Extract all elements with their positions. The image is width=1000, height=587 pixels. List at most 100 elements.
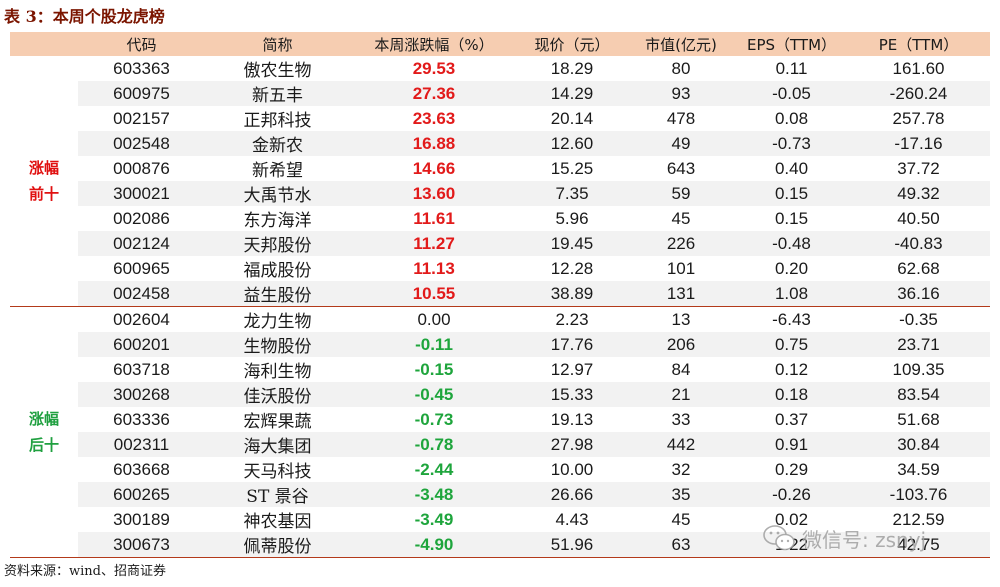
header-mktcap: 市值(亿元) — [626, 32, 736, 56]
eps-cell: 0.18 — [736, 382, 847, 407]
price-cell: 2.23 — [518, 306, 626, 332]
source-note: 资料来源：wind、招商证券 — [4, 564, 166, 579]
table-row: 300268 佳沃股份 -0.45 15.33 21 0.18 83.54 — [10, 382, 990, 407]
mktcap-cell: 643 — [666, 158, 696, 178]
code-cell: 002124 — [78, 231, 205, 256]
name-cell: 天邦股份 — [205, 231, 350, 256]
eps-cell: 0.02 — [774, 509, 809, 529]
code-cell: 002458 — [78, 281, 205, 307]
change-cell: 11.61 — [413, 208, 455, 228]
code-cell: 300268 — [78, 382, 205, 407]
table-row: 002086 东方海洋 11.61 5.96 45 0.15 40.50 — [10, 206, 990, 232]
pe-cell: 36.16 — [847, 281, 990, 307]
change-cell: -3.48 — [350, 482, 518, 507]
change-cell: -0.15 — [414, 359, 454, 379]
table-row: 300021 大禹节水 13.60 7.35 59 0.15 49.32 — [10, 181, 990, 206]
watermark-text: 微信号: zsnyj — [802, 527, 927, 552]
price-cell: 7.35 — [518, 181, 626, 206]
pe-cell: 161.60 — [892, 58, 945, 78]
eps-cell: 0.40 — [774, 158, 809, 178]
table-row: 603668 天马科技 -2.44 10.00 32 0.29 34.59 — [10, 457, 990, 483]
table-row: 002124 天邦股份 11.27 19.45 226 -0.48 -40.83 — [10, 231, 990, 256]
name-cell: 正邦科技 — [243, 111, 312, 131]
mktcap-cell: 80 — [671, 58, 691, 78]
code-cell: 600201 — [78, 332, 205, 357]
change-cell: -2.44 — [414, 459, 454, 479]
price-cell: 18.29 — [550, 58, 594, 78]
pe-cell: 257.78 — [892, 108, 945, 128]
table-row: 002311 海大集团 -0.78 27.98 442 0.91 30.84 — [10, 432, 990, 457]
header-name: 简称 — [205, 32, 350, 56]
wechat-icon — [763, 525, 795, 551]
code-cell: 600965 — [113, 258, 170, 278]
price-cell: 14.29 — [518, 81, 626, 106]
mktcap-cell: 13 — [626, 306, 736, 332]
header-pe: PE（TTM） — [847, 32, 990, 56]
code-cell: 002604 — [78, 306, 205, 332]
change-cell: -4.90 — [350, 532, 518, 557]
pe-cell: 83.54 — [847, 382, 990, 407]
price-cell: 12.97 — [550, 359, 594, 379]
code-cell: 603718 — [113, 359, 170, 379]
group-label-cell: 涨幅 前十 — [10, 56, 78, 307]
table-title: 表 3：本周个股龙虎榜 — [4, 7, 165, 26]
eps-cell: 0.37 — [774, 409, 809, 429]
mktcap-cell: 45 — [671, 509, 691, 529]
eps-cell: 0.15 — [774, 208, 809, 228]
name-cell: ST 景谷 — [205, 482, 350, 507]
price-cell: 27.98 — [518, 432, 626, 457]
table-row: 600965 福成股份 11.13 12.28 101 0.20 62.68 — [10, 256, 990, 282]
change-cell: 13.60 — [350, 181, 518, 206]
name-cell: 新希望 — [252, 161, 303, 181]
group-label-cell: 涨幅 后十 — [10, 306, 78, 557]
pe-cell: 109.35 — [892, 359, 945, 379]
name-cell: 佳沃股份 — [205, 382, 350, 407]
change-cell: -0.73 — [414, 409, 454, 429]
mktcap-cell: 35 — [626, 482, 736, 507]
eps-cell: 1.08 — [736, 281, 847, 307]
code-cell: 603336 — [113, 409, 170, 429]
pe-cell: -40.83 — [847, 231, 990, 256]
pe-cell: 40.50 — [897, 208, 940, 228]
name-cell: 东方海洋 — [243, 211, 312, 231]
change-cell: 11.27 — [350, 231, 518, 256]
header-eps: EPS（TTM） — [736, 32, 847, 56]
name-cell: 海大集团 — [205, 432, 350, 457]
price-cell: 26.66 — [518, 482, 626, 507]
table-row: 600201 生物股份 -0.11 17.76 206 0.75 23.71 — [10, 332, 990, 357]
change-cell: -0.45 — [350, 382, 518, 407]
code-cell: 600265 — [78, 482, 205, 507]
pe-cell: 212.59 — [892, 509, 945, 529]
name-cell: 大禹节水 — [205, 181, 350, 206]
price-cell: 5.96 — [555, 208, 589, 228]
price-cell: 12.28 — [550, 258, 594, 278]
pe-cell: -17.16 — [847, 131, 990, 156]
name-cell: 海利生物 — [243, 362, 312, 382]
mktcap-cell: 63 — [626, 532, 736, 557]
eps-cell: 0.12 — [774, 359, 809, 379]
code-cell: 002548 — [78, 131, 205, 156]
price-cell: 4.43 — [555, 509, 589, 529]
price-cell: 19.45 — [518, 231, 626, 256]
mktcap-cell: 21 — [626, 382, 736, 407]
price-cell: 17.76 — [518, 332, 626, 357]
pe-cell: 23.71 — [847, 332, 990, 357]
change-cell: 23.63 — [412, 108, 456, 128]
table-row: 600975 新五丰 27.36 14.29 93 -0.05 -260.24 — [10, 81, 990, 106]
table-row: 000876 新希望 14.66 15.25 643 0.40 37.72 — [10, 156, 990, 182]
code-cell: 603363 — [113, 58, 170, 78]
table-body: 涨幅 前十 603363 傲农生物 29.53 18.29 80 0.11 161.60 6009… — [10, 56, 990, 557]
price-cell: 12.60 — [518, 131, 626, 156]
pe-cell: 62.68 — [897, 258, 940, 278]
change-cell: 14.66 — [412, 158, 456, 178]
price-cell: 51.96 — [518, 532, 626, 557]
eps-cell: 0.11 — [775, 58, 808, 78]
header-code: 代码 — [78, 32, 205, 56]
table-row: 300189 神农基因 -3.49 4.43 45 0.02 212.59 — [10, 507, 990, 533]
mktcap-cell: 84 — [671, 359, 691, 379]
header-price: 现价（元） — [518, 32, 626, 56]
change-cell: 16.88 — [350, 131, 518, 156]
name-cell: 金新农 — [205, 131, 350, 156]
price-cell: 10.00 — [550, 459, 594, 479]
